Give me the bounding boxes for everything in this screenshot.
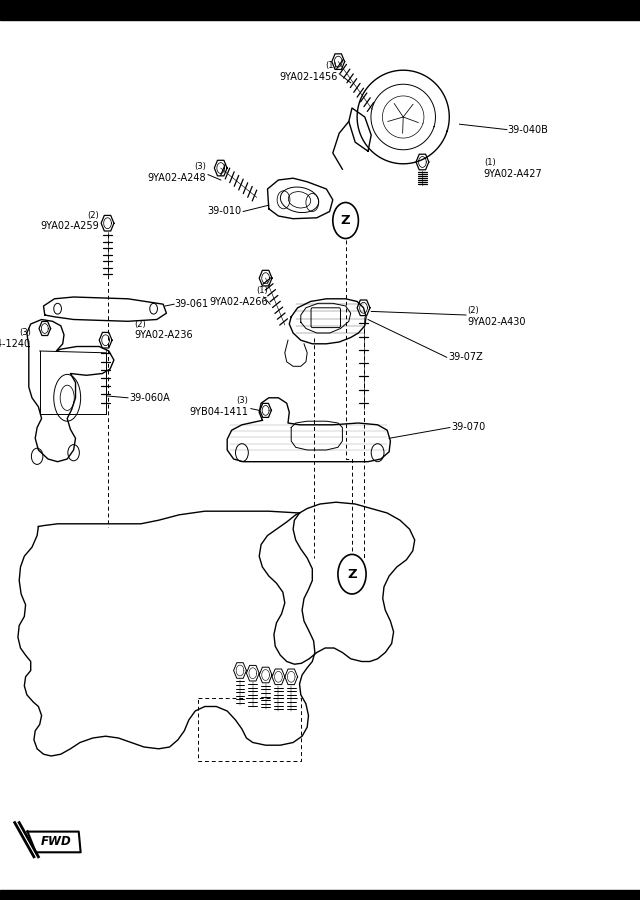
Text: 39-07Z: 39-07Z: [448, 352, 483, 363]
Text: (1): (1): [326, 61, 337, 70]
Text: 9YB04-1240: 9YB04-1240: [0, 339, 31, 349]
Text: (3): (3): [194, 162, 206, 171]
Text: 39-061: 39-061: [175, 299, 209, 310]
Text: 9YB04-1411: 9YB04-1411: [189, 407, 248, 417]
Text: 39-060A: 39-060A: [129, 392, 170, 403]
Bar: [0, 0, 640, 20]
Text: 9YA02-A430: 9YA02-A430: [467, 317, 525, 327]
Text: 9YA02-A236: 9YA02-A236: [134, 330, 193, 340]
Text: 9YA02-A248: 9YA02-A248: [147, 173, 206, 183]
Text: (2): (2): [467, 306, 479, 315]
Bar: [0, 890, 640, 900]
Text: 9YA02-1456: 9YA02-1456: [279, 72, 337, 82]
Text: FWD: FWD: [41, 835, 72, 848]
Text: 39-010: 39-010: [208, 206, 242, 217]
Text: 39-070: 39-070: [451, 422, 486, 433]
Text: (1): (1): [256, 286, 268, 295]
Text: (2): (2): [134, 320, 146, 328]
Text: Z: Z: [347, 568, 357, 580]
Text: (1): (1): [484, 158, 495, 167]
Text: 39-040B: 39-040B: [508, 124, 548, 135]
Text: (3): (3): [19, 328, 31, 338]
Text: (3): (3): [236, 396, 248, 405]
Text: Z: Z: [340, 214, 351, 227]
Text: 9YA02-A266: 9YA02-A266: [209, 297, 268, 307]
Text: 9YA02-A427: 9YA02-A427: [484, 169, 543, 179]
Text: 9YA02-A259: 9YA02-A259: [40, 221, 99, 231]
Text: (2): (2): [88, 211, 99, 220]
